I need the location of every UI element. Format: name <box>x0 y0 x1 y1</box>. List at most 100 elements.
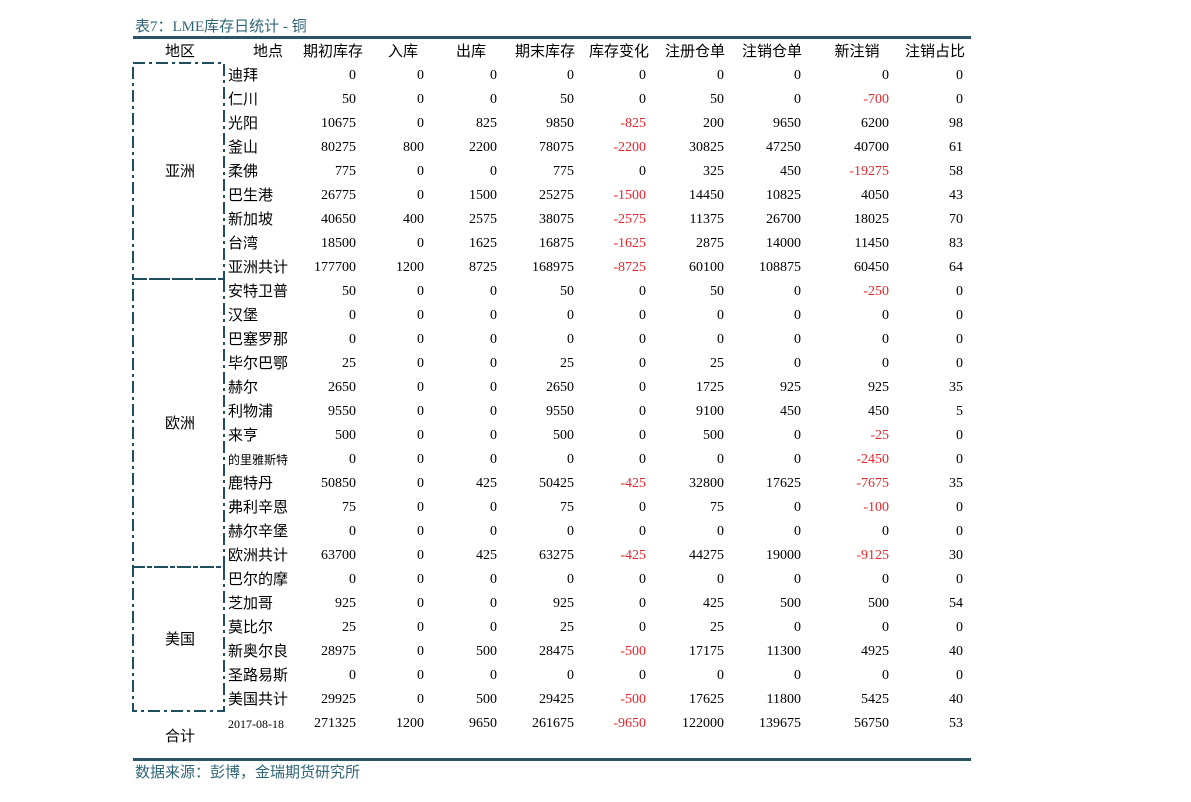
location: 鹿特丹 <box>228 476 274 492</box>
cell-value: 122000 <box>682 716 724 731</box>
cell-value: 40700 <box>854 140 889 155</box>
cell-value: 325 <box>703 164 724 179</box>
cell-value: 925 <box>780 380 801 395</box>
cell-value: 0 <box>490 500 497 515</box>
cell-value: 38075 <box>539 212 574 227</box>
cell-value: 28975 <box>321 644 356 659</box>
cell-value: 2875 <box>696 236 724 251</box>
cell-value: 50 <box>710 284 724 299</box>
cell-value: 0 <box>490 452 497 467</box>
cell-value: 450 <box>780 164 801 179</box>
cell-value: -1500 <box>613 188 646 203</box>
cell-value: 26700 <box>766 212 801 227</box>
cell-value: 0 <box>639 452 646 467</box>
cell-value: 0 <box>490 668 497 683</box>
cell-value: 50850 <box>321 476 356 491</box>
location: 新奥尔良 <box>228 644 289 660</box>
cell-value: 25 <box>710 356 724 371</box>
table-title: 表7：LME库存日统计 - 铜 <box>135 19 307 35</box>
cell-value: 9650 <box>469 716 497 731</box>
cell-value: 0 <box>717 524 724 539</box>
cell-value: 0 <box>417 668 424 683</box>
cell-value: 0 <box>567 68 574 83</box>
cell-value: 25275 <box>539 188 574 203</box>
cell-value: -100 <box>863 500 889 515</box>
cell-value: -825 <box>620 116 646 131</box>
cell-value: -7675 <box>856 476 889 491</box>
cell-value: 0 <box>417 596 424 611</box>
cell-value: 0 <box>490 620 497 635</box>
cell-value: 450 <box>868 404 889 419</box>
cell-value: 0 <box>417 380 424 395</box>
cell-value: 0 <box>417 92 424 107</box>
cell-value: 0 <box>794 500 801 515</box>
group-frame <box>132 62 225 280</box>
source-note: 数据来源：彭博，金瑞期货研究所 <box>135 765 361 781</box>
cell-value: 0 <box>794 524 801 539</box>
cell-value: 9550 <box>328 404 356 419</box>
cell-value: 1200 <box>396 260 424 275</box>
cell-value: 35 <box>949 476 963 491</box>
cell-value: 0 <box>956 332 963 347</box>
cell-value: 0 <box>490 356 497 371</box>
cell-value: 47250 <box>766 140 801 155</box>
cell-value: 0 <box>956 668 963 683</box>
cell-value: 0 <box>417 188 424 203</box>
cell-value: 50 <box>342 92 356 107</box>
cell-value: -700 <box>863 92 889 107</box>
cell-value: 775 <box>335 164 356 179</box>
cell-value: -500 <box>620 692 646 707</box>
cell-value: 0 <box>639 404 646 419</box>
cell-value: 261675 <box>532 716 574 731</box>
cell-value: 500 <box>703 428 724 443</box>
cell-value: 64 <box>949 260 963 275</box>
cell-value: 0 <box>717 308 724 323</box>
cell-value: 0 <box>639 284 646 299</box>
column-header: 出库 <box>455 44 486 60</box>
cell-value: 0 <box>417 284 424 299</box>
cell-value: 450 <box>780 404 801 419</box>
cell-value: 0 <box>417 404 424 419</box>
cell-value: 2200 <box>469 140 497 155</box>
cell-value: 0 <box>794 308 801 323</box>
cell-value: 0 <box>349 668 356 683</box>
cell-value: 0 <box>794 332 801 347</box>
cell-value: 0 <box>417 308 424 323</box>
cell-value: 0 <box>417 620 424 635</box>
cell-value: 0 <box>717 572 724 587</box>
cell-value: 0 <box>417 164 424 179</box>
region-label: 欧洲 <box>164 416 195 432</box>
cell-value: 1625 <box>469 236 497 251</box>
cell-value: 0 <box>417 356 424 371</box>
cell-value: 0 <box>794 356 801 371</box>
cell-value: 500 <box>868 596 889 611</box>
cell-value: 0 <box>956 308 963 323</box>
cell-value: 61 <box>949 140 963 155</box>
cell-value: 25 <box>560 620 574 635</box>
cell-value: 0 <box>639 524 646 539</box>
cell-value: 0 <box>794 68 801 83</box>
cell-value: 0 <box>567 308 574 323</box>
location: 2017-08-18 <box>228 717 284 731</box>
cell-value: 0 <box>349 452 356 467</box>
cell-value: 0 <box>882 572 889 587</box>
cell-value: 425 <box>476 476 497 491</box>
cell-value: 0 <box>567 452 574 467</box>
location: 圣路易斯 <box>228 668 289 684</box>
cell-value: 500 <box>335 428 356 443</box>
cell-value: 0 <box>417 572 424 587</box>
cell-value: 63275 <box>539 548 574 563</box>
cell-value: 400 <box>403 212 424 227</box>
cell-value: 9850 <box>546 116 574 131</box>
location: 巴塞罗那 <box>228 332 289 348</box>
cell-value: 0 <box>794 284 801 299</box>
location: 的里雅斯特 <box>228 453 289 467</box>
cell-value: 0 <box>639 68 646 83</box>
cell-value: 0 <box>956 524 963 539</box>
cell-value: 139675 <box>759 716 801 731</box>
column-header: 地点 <box>252 44 283 60</box>
cell-value: 0 <box>639 428 646 443</box>
cell-value: 0 <box>956 428 963 443</box>
column-header: 注销仓单 <box>741 44 802 60</box>
